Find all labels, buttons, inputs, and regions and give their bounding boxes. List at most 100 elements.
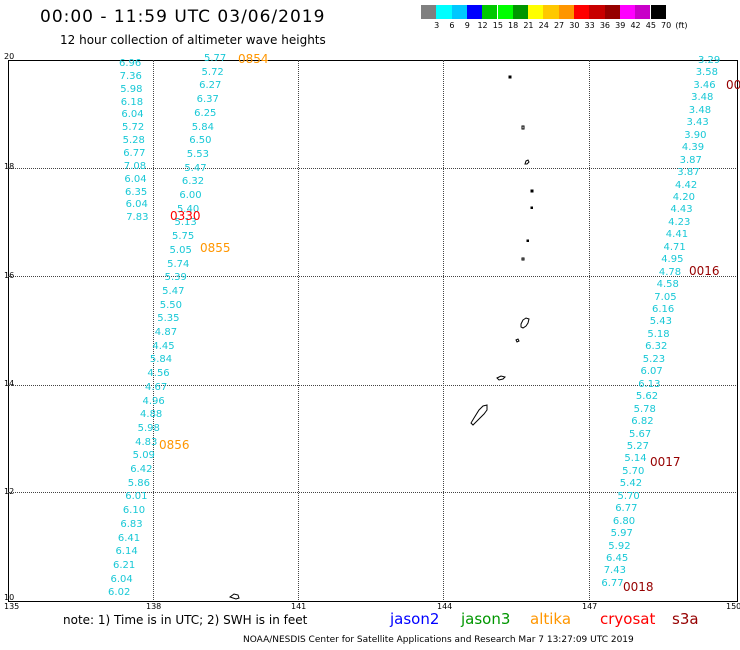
y-tick-12: 12: [4, 487, 15, 496]
track-b-value: 6.32: [181, 176, 205, 188]
track-b-value: 6.42: [130, 464, 153, 475]
gridline-141: [298, 60, 299, 600]
track-b-value: 6.10: [122, 505, 146, 517]
x-tick-150: 150: [726, 602, 740, 611]
credit-footer: NOAA/NESDIS Center for Satellite Applica…: [243, 635, 634, 645]
track-b-value: 5.50: [159, 299, 182, 311]
track-b-value: 5.77: [204, 53, 227, 64]
track-c-value: 6.07: [640, 366, 663, 378]
track-c-value: 5.14: [624, 453, 647, 465]
pass-time-0854: 0854: [238, 52, 269, 66]
legend-label: 18: [508, 21, 519, 30]
track-c-value: 5.92: [608, 540, 631, 552]
legend-label: 6: [449, 21, 455, 30]
track-b-value: 5.75: [172, 231, 195, 243]
y-tick-10: 10: [4, 593, 15, 602]
track-b-value: 5.74: [167, 258, 190, 270]
legend-swatch: [543, 5, 559, 19]
track-c-value: 6.13: [638, 378, 661, 390]
legend-label: (ft): [675, 21, 688, 30]
track-c-value: 5.43: [649, 316, 672, 328]
track-c-value: 5.27: [626, 440, 649, 452]
track-c-value: 4.42: [675, 179, 698, 191]
track-b-value: 4.96: [142, 395, 165, 407]
track-c-value: 5.70: [617, 490, 640, 502]
track-b-value: 6.37: [196, 94, 219, 106]
map-frame: [8, 60, 738, 602]
track-a-value: 7.36: [119, 70, 142, 82]
track-a-value: 5.98: [120, 83, 143, 95]
track-b-value: 6.41: [117, 532, 141, 544]
track-b-value: 6.50: [189, 135, 212, 147]
track-c-value: 5.42: [619, 478, 643, 490]
track-b-value: 4.88: [140, 409, 163, 421]
track-b-value: 5.35: [157, 313, 180, 325]
gridline-14: [8, 385, 736, 386]
track-b-value: 4.87: [154, 327, 178, 338]
track-c-value: 4.95: [661, 254, 684, 266]
track-c-value: 4.78: [658, 266, 682, 278]
track-b-value: 5.39: [164, 272, 187, 284]
track-c-value: 5.23: [642, 353, 666, 365]
track-b-value: 5.84: [191, 121, 214, 133]
track-c-value: 4.41: [665, 229, 689, 241]
legend-swatch: [512, 5, 529, 19]
pass-time-0018: 0018: [623, 580, 654, 594]
legend-label: 15: [492, 21, 503, 30]
y-tick-14: 14: [4, 379, 15, 388]
gridline-144: [443, 60, 444, 600]
legend-jason3: jason3: [461, 610, 511, 628]
track-c-value: 5.62: [635, 391, 659, 403]
track-c-value: 5.97: [610, 528, 633, 540]
track-c-value: 6.80: [612, 515, 636, 527]
pass-time-0856: 0856: [159, 438, 190, 452]
track-c-value: 3.58: [695, 67, 718, 79]
legend-s3a: s3a: [672, 610, 699, 628]
track-c-value: 6.77: [601, 577, 624, 589]
track-c-value: 3.87: [679, 154, 702, 166]
track-b-value: 5.05: [169, 244, 192, 256]
track-b-value: 4.83: [135, 436, 158, 448]
track-a-value: 6.04: [121, 109, 144, 121]
track-c-value: 6.16: [652, 304, 675, 315]
legend-swatch: [528, 5, 544, 19]
legend-swatch: [436, 5, 452, 19]
track-c-value: 3.29: [698, 55, 721, 66]
gridline-147: [589, 60, 590, 600]
track-c-value: 4.43: [670, 204, 693, 216]
track-b-value: 5.47: [162, 285, 185, 297]
legend-label: 45: [645, 21, 656, 30]
legend-cryosat: cryosat: [600, 610, 656, 628]
track-b-value: 4.56: [147, 368, 170, 380]
track-c-value: 5.78: [633, 403, 656, 415]
track-c-value: 4.23: [668, 216, 691, 228]
track-a-value: 6.04: [124, 173, 147, 185]
track-c-value: 7.05: [654, 291, 677, 303]
track-b-value: 5.53: [186, 148, 210, 160]
track-a-value: 5.72: [122, 122, 145, 134]
legend-label: 42: [630, 21, 641, 30]
track-b-value: 5.72: [201, 66, 224, 78]
track-a-value: 6.96: [119, 58, 142, 69]
y-tick-18: 18: [4, 162, 15, 171]
legend-swatch: [650, 5, 666, 19]
track-c-value: 6.32: [645, 341, 668, 353]
gridline-12: [8, 492, 736, 493]
track-c-value: 6.45: [606, 553, 629, 564]
legend-swatch: [635, 5, 651, 19]
footnote: note: 1) Time is in UTC; 2) SWH is in fe…: [63, 613, 308, 627]
track-b-value: 5.40: [176, 203, 200, 215]
legend-swatch: [482, 5, 498, 19]
track-b-value: 4.45: [152, 340, 175, 352]
track-c-value: 7.43: [603, 565, 626, 577]
track-b-value: 6.21: [112, 559, 136, 571]
track-b-value: 6.02: [108, 587, 131, 599]
track-c-value: 3.48: [691, 92, 714, 104]
track-c-value: 4.58: [656, 279, 679, 291]
gridline-138: [153, 60, 154, 600]
track-a-value: 6.04: [125, 199, 148, 211]
gridline-16: [8, 276, 736, 277]
track-b-value: 5.09: [132, 450, 155, 462]
track-c-value: 4.71: [663, 241, 686, 253]
